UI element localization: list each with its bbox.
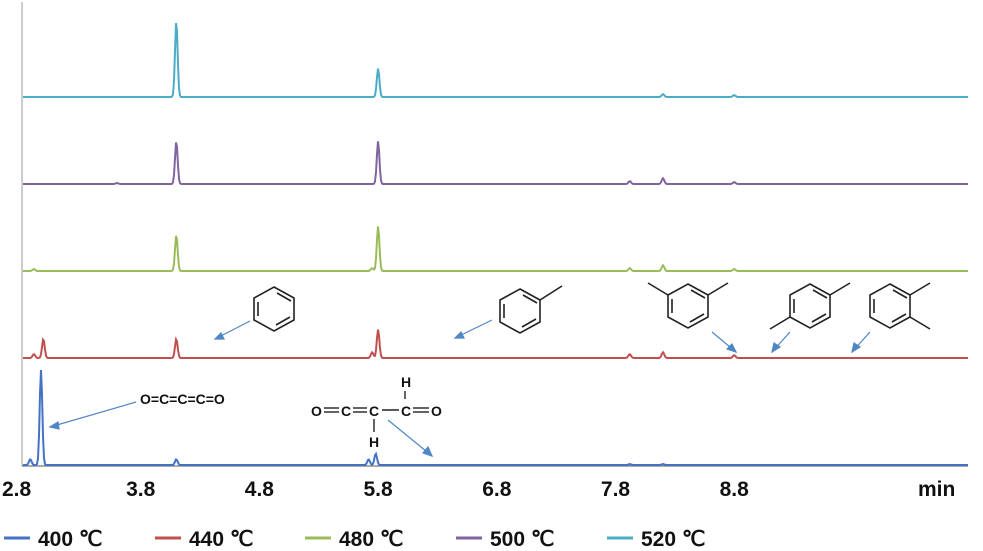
arrow-ketene-head xyxy=(421,445,434,457)
arrow-c3o2 xyxy=(49,401,137,428)
series-line-1 xyxy=(23,369,968,466)
arrow-m-xylene-head xyxy=(725,342,738,354)
p-xylene-structure xyxy=(769,282,851,330)
ketene-atom-c3: C xyxy=(401,403,411,419)
legend-label-2: 440 ℃ xyxy=(189,528,253,551)
x-tick-labels: 2.8 3.8 4.8 5.8 6.8 7.8 8.8 xyxy=(2,478,749,501)
ketene-structure: O C C C O H H xyxy=(311,374,442,450)
ketene-atom-h2: H xyxy=(369,434,379,450)
toluene-structure xyxy=(499,285,563,334)
c3o2-formula: O=C=C=C=O xyxy=(140,391,225,407)
series-line-4 xyxy=(23,141,968,185)
m-xylene-structure xyxy=(647,282,729,329)
series-line-3 xyxy=(23,226,968,272)
series-traces xyxy=(23,22,968,466)
ketene-atom-c1: C xyxy=(341,403,351,419)
x-tick-label: 4.8 xyxy=(245,478,275,501)
legend-label-1: 400 ℃ xyxy=(38,528,102,551)
arrow-o-xylene-head xyxy=(851,342,862,354)
arrow-p-xylene-head xyxy=(771,342,782,354)
x-tick-label: 7.8 xyxy=(601,478,631,501)
arrow-ketene xyxy=(387,419,433,457)
benzene-structure xyxy=(253,286,295,332)
o-xylene-structure xyxy=(869,282,931,330)
legend-label-5: 520 ℃ xyxy=(641,528,705,551)
legend-label-4: 500 ℃ xyxy=(490,528,554,551)
arrow-benzene-head xyxy=(213,331,225,340)
x-tick-label: 6.8 xyxy=(482,478,512,501)
legend-label-3: 480 ℃ xyxy=(339,528,403,551)
series-line-5 xyxy=(23,22,968,98)
legend: 400 ℃ 440 ℃ 480 ℃ 500 ℃ 520 ℃ xyxy=(4,528,705,551)
arrow-c3o2-head xyxy=(48,421,60,430)
x-tick-label: 5.8 xyxy=(363,478,393,501)
ketene-atom-o2: O xyxy=(431,403,442,419)
ketene-atom-c2: C xyxy=(369,403,379,419)
arrow-toluene-head xyxy=(453,330,465,339)
x-axis-unit-label: min xyxy=(918,478,955,501)
ketene-atom-h1: H xyxy=(401,374,411,390)
x-tick-label: 2.8 xyxy=(2,478,32,501)
x-tick-label: 3.8 xyxy=(126,478,156,501)
series-line-2 xyxy=(23,329,968,359)
ketene-atom-o1: O xyxy=(311,403,322,419)
annotation-arrows xyxy=(48,319,871,457)
x-tick-label: 8.8 xyxy=(720,478,750,501)
